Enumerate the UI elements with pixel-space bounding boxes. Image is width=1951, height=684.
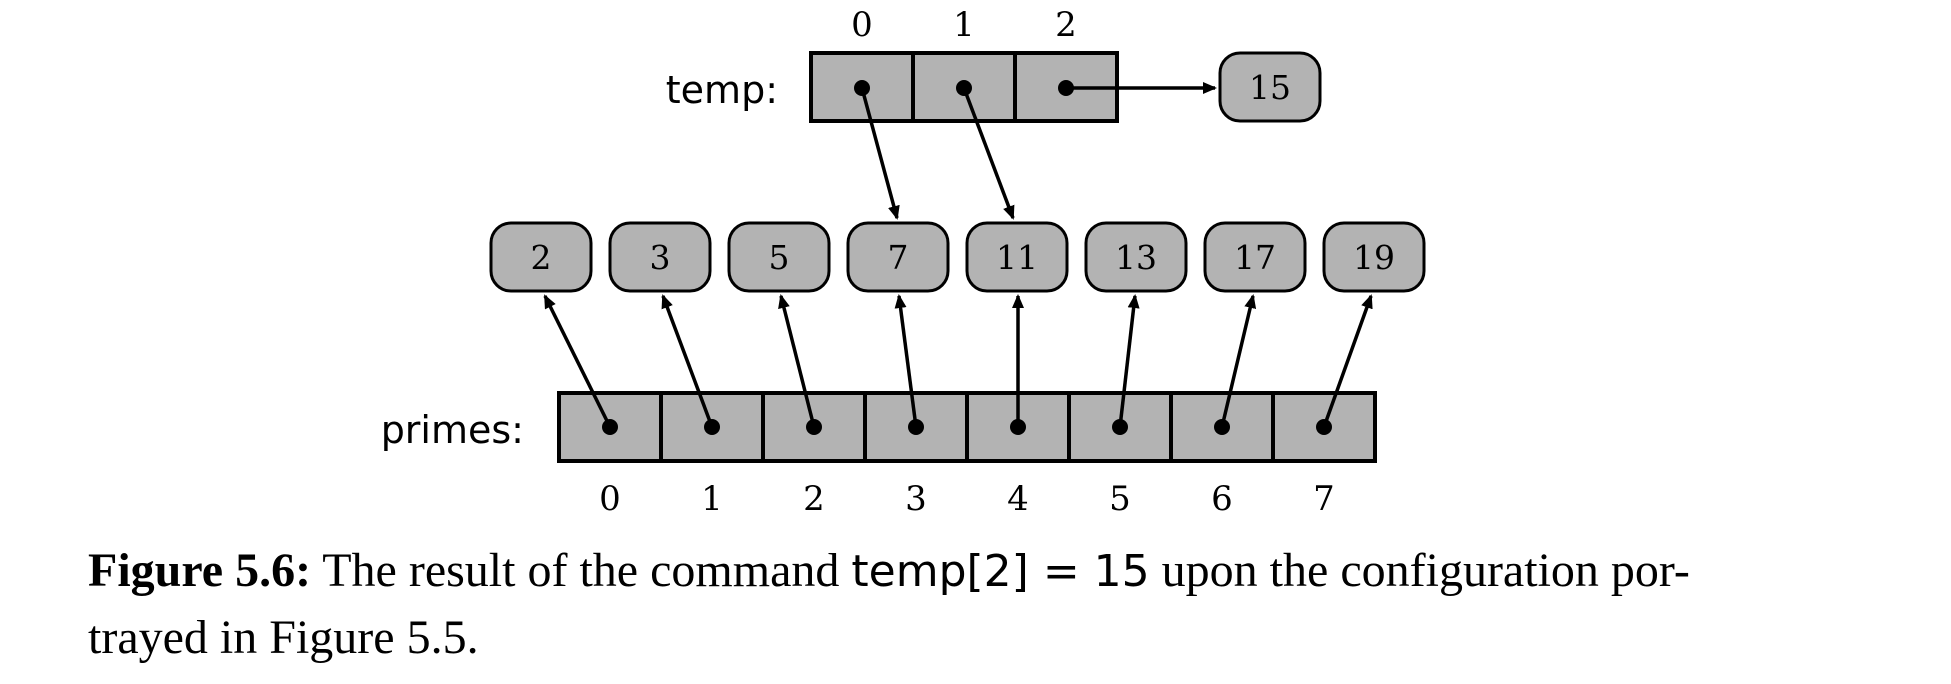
caption-text-before: The result of the command [311,544,852,597]
value-label-5: 13 [1115,238,1157,277]
caption-code: temp[2] = 15 [851,546,1150,597]
pointer-primes-6 [1220,294,1257,428]
dot-temp-0 [854,80,870,96]
dot-temp-1 [956,80,972,96]
value-label-6: 17 [1234,238,1276,277]
value-box-3 [846,221,950,293]
primes-cell-6 [1169,391,1275,463]
value-box-5 [1084,221,1188,293]
pointer-primes-0 [543,294,612,428]
figure-caption: Figure 5.6: The result of the command te… [88,538,1908,671]
primes-index-1: 1 [701,479,723,519]
pointer-primes-7 [1322,294,1373,428]
primes-index-3: 3 [905,479,927,519]
value-label-3: 7 [888,238,909,277]
pointer-primes-5 [1118,294,1140,428]
caption-line-2: trayed in Figure 5.5. [88,611,479,664]
dot-primes-6 [1214,419,1230,435]
primes-index-2: 2 [803,479,825,519]
value-label-new: 15 [1249,68,1291,107]
dot-primes-4 [1010,419,1026,435]
dot-primes-1 [704,419,720,435]
primes-array [557,391,1377,463]
value-box-6 [1203,221,1307,293]
value-box-7 [1322,221,1426,293]
pointer-primes-3 [894,294,918,428]
value-box-new [1218,51,1322,123]
dot-primes-0 [602,419,618,435]
value-box-4 [965,221,1069,293]
value-box-2 [727,221,831,293]
temp-cell-0 [809,51,915,123]
pointer-primes-1 [661,294,714,428]
primes-pointers [543,294,1373,428]
primes-index-6: 6 [1211,479,1233,519]
primes-index-4: 4 [1007,479,1029,519]
temp-pointers [860,82,1217,220]
value-label-7: 19 [1353,238,1395,277]
temp-index-0: 0 [851,5,873,45]
value-box-1 [608,221,712,293]
caption-text-after: upon the configuration por- [1149,544,1690,597]
temp-index-1: 1 [953,5,975,45]
temp-label: temp: [666,68,778,112]
array-reference-diagram: temp: 0 1 2 15 2 3 5 7 11 13 17 19 prime… [381,5,1426,519]
value-label-1: 3 [650,238,671,277]
primes-index-0: 0 [599,479,621,519]
temp-index-2: 2 [1055,5,1077,45]
dot-primes-3 [908,419,924,435]
primes-index-5: 5 [1109,479,1131,519]
dot-primes-5 [1112,419,1128,435]
dot-temp-2 [1058,80,1074,96]
pointer-temp-1 [962,87,1015,220]
value-label-4: 11 [996,238,1038,277]
primes-index-7: 7 [1313,479,1335,519]
value-objects [489,221,1426,293]
value-label-0: 2 [531,238,552,277]
value-label-2: 5 [769,238,790,277]
figure-label: Figure 5.6: [88,544,312,597]
dot-primes-2 [806,419,822,435]
pointer-temp-0 [860,87,900,220]
pointer-dots [602,80,1332,435]
value-box-0 [489,221,593,293]
dot-primes-7 [1316,419,1332,435]
pointer-primes-2 [778,294,816,428]
primes-label: primes: [381,408,524,452]
